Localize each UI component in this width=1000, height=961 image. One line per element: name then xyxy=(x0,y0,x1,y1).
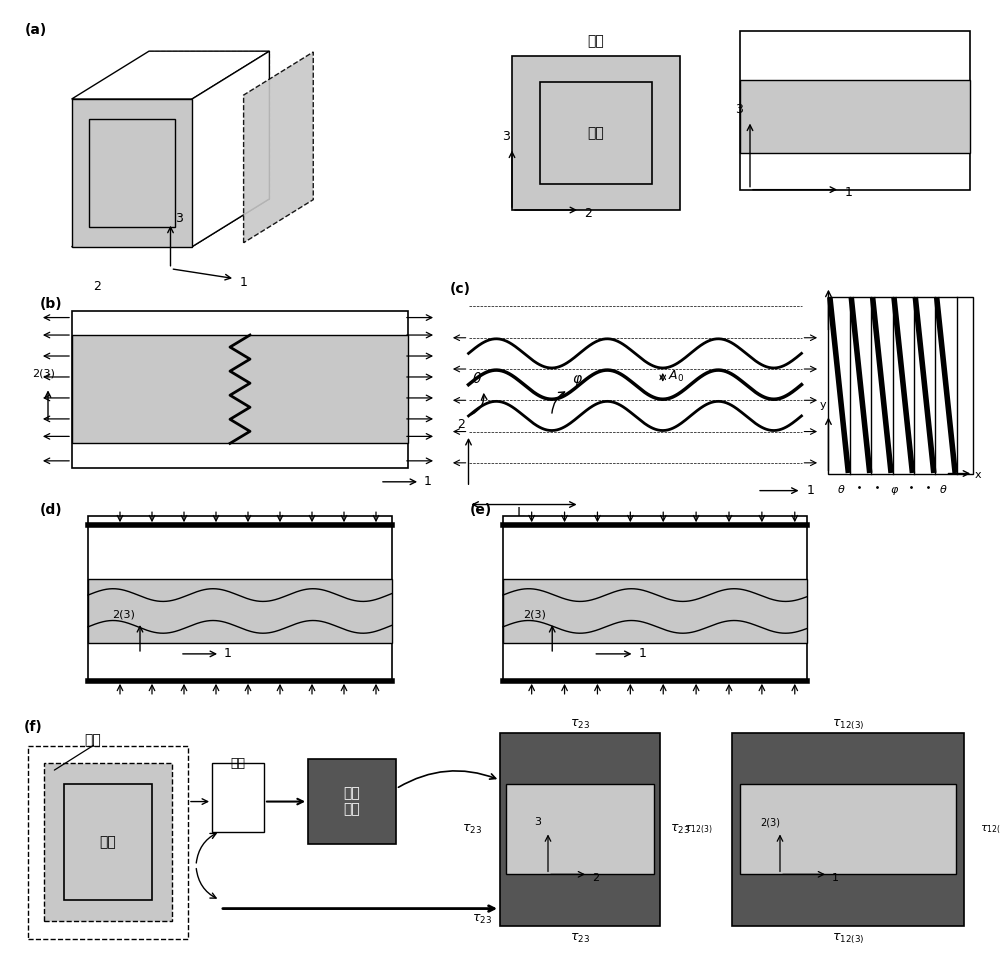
Text: (a): (a) xyxy=(24,23,47,37)
Text: 纤维: 纤维 xyxy=(100,835,116,850)
Text: 1: 1 xyxy=(240,276,248,289)
Polygon shape xyxy=(89,119,175,227)
Text: 2(3): 2(3) xyxy=(523,609,546,619)
Text: 2: 2 xyxy=(457,418,465,431)
Text: 基体: 基体 xyxy=(84,733,101,747)
Bar xyxy=(500,733,660,925)
Bar xyxy=(503,579,807,643)
Bar xyxy=(212,763,264,831)
Text: $\varphi$: $\varphi$ xyxy=(572,373,583,388)
Polygon shape xyxy=(72,51,269,99)
Text: (c): (c) xyxy=(450,283,471,296)
Bar xyxy=(72,335,408,443)
Text: 2: 2 xyxy=(592,873,599,883)
Bar xyxy=(88,579,392,643)
Text: x: x xyxy=(975,471,981,480)
Text: $\varphi$: $\varphi$ xyxy=(890,485,900,497)
Text: $\tau_{23}$: $\tau_{23}$ xyxy=(670,823,690,836)
Bar xyxy=(506,784,654,875)
Text: 2(3): 2(3) xyxy=(760,817,780,827)
Text: 3: 3 xyxy=(534,817,541,827)
Bar xyxy=(64,784,152,900)
Bar xyxy=(308,759,396,845)
Text: 2: 2 xyxy=(584,208,592,220)
Text: $\tau_{23}$: $\tau_{23}$ xyxy=(570,931,590,945)
Text: $\tau_{12(3)}$: $\tau_{12(3)}$ xyxy=(980,824,1000,835)
Bar xyxy=(740,80,970,153)
Bar xyxy=(540,82,652,185)
Text: 2(3): 2(3) xyxy=(32,369,55,379)
Polygon shape xyxy=(72,199,269,247)
Text: 1: 1 xyxy=(807,484,815,497)
Text: 混合
部分: 混合 部分 xyxy=(344,786,360,817)
Text: 1: 1 xyxy=(639,647,646,660)
Text: $\tau_{23}$: $\tau_{23}$ xyxy=(462,823,482,836)
Text: 1: 1 xyxy=(832,873,839,883)
Text: 纤维: 纤维 xyxy=(588,126,604,140)
Text: $\theta$: $\theta$ xyxy=(472,371,482,386)
Text: 3: 3 xyxy=(735,103,743,115)
Polygon shape xyxy=(244,52,313,243)
Text: (d): (d) xyxy=(40,503,63,517)
Bar xyxy=(512,56,680,210)
Text: y: y xyxy=(820,400,826,410)
Text: 3: 3 xyxy=(175,212,183,225)
Bar xyxy=(740,784,956,875)
Polygon shape xyxy=(72,99,192,247)
Bar xyxy=(28,746,188,939)
Text: 1: 1 xyxy=(424,476,432,488)
Text: 1: 1 xyxy=(224,647,232,660)
Text: $\tau_{12(3)}$: $\tau_{12(3)}$ xyxy=(832,931,864,946)
Text: $A_0$: $A_0$ xyxy=(668,368,685,383)
Bar xyxy=(732,733,964,925)
Text: $\tau_{12(3)}$: $\tau_{12(3)}$ xyxy=(684,824,712,835)
Bar xyxy=(72,310,408,468)
Text: $\tau_{23}$: $\tau_{23}$ xyxy=(472,912,492,925)
Bar xyxy=(88,516,392,681)
Text: (e): (e) xyxy=(470,503,492,517)
Text: 1: 1 xyxy=(845,185,853,199)
Text: 空心: 空心 xyxy=(230,756,246,770)
Text: $\theta$: $\theta$ xyxy=(939,483,947,495)
Bar xyxy=(740,32,970,189)
Text: $\tau_{12(3)}$: $\tau_{12(3)}$ xyxy=(832,717,864,731)
Text: $\theta$: $\theta$ xyxy=(837,483,846,495)
Bar xyxy=(828,297,973,474)
Bar xyxy=(503,516,807,681)
Text: 基体: 基体 xyxy=(588,34,604,48)
Text: (b): (b) xyxy=(40,297,63,310)
Text: L: L xyxy=(517,505,524,520)
Text: $\tau_{23}$: $\tau_{23}$ xyxy=(570,718,590,730)
Polygon shape xyxy=(192,51,269,247)
Text: 2: 2 xyxy=(93,281,101,293)
Text: 3: 3 xyxy=(502,131,510,143)
Bar xyxy=(44,763,172,922)
Text: (f): (f) xyxy=(24,720,43,734)
Text: 2(3): 2(3) xyxy=(112,609,135,619)
